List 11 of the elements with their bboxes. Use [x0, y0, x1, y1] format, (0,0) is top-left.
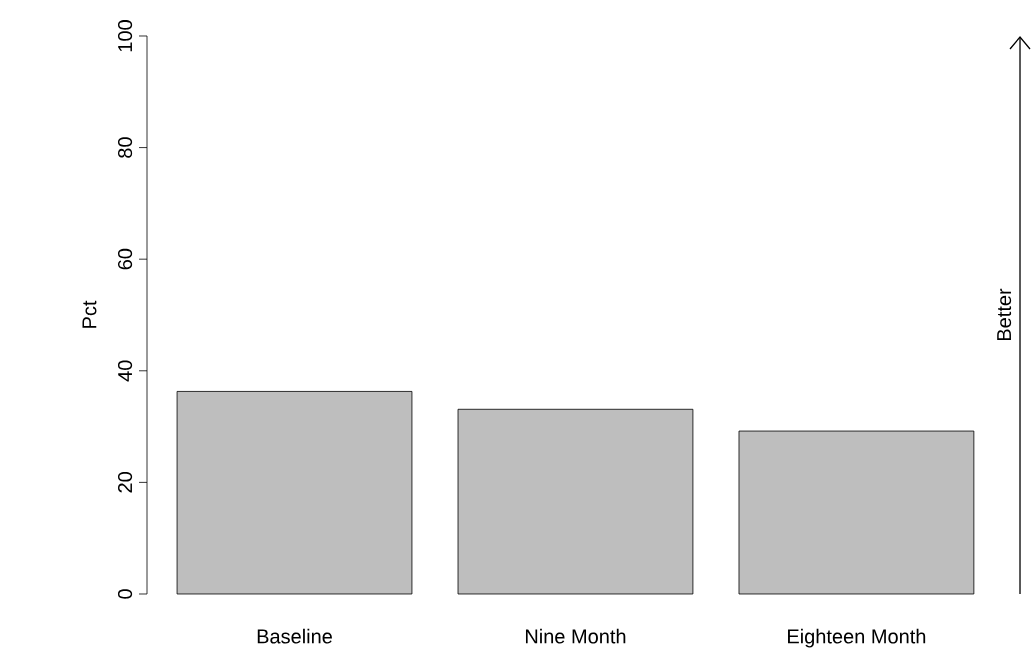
y-tick-label: 0 [117, 589, 133, 599]
text: Better [997, 288, 1012, 341]
y-tick-label: 100 [117, 20, 133, 52]
x-tick-label: Eighteen Month [788, 628, 926, 648]
x-tick-label: Baseline [257, 628, 332, 644]
y-tick-label: 80 [117, 137, 133, 158]
x-tick-label: Nine Month [525, 628, 626, 644]
y-tick-label: 60 [117, 248, 133, 270]
y-axis-title: Pct [82, 300, 97, 328]
y-tick-label: 40 [117, 360, 133, 382]
y-tick-label: 20 [117, 472, 133, 493]
